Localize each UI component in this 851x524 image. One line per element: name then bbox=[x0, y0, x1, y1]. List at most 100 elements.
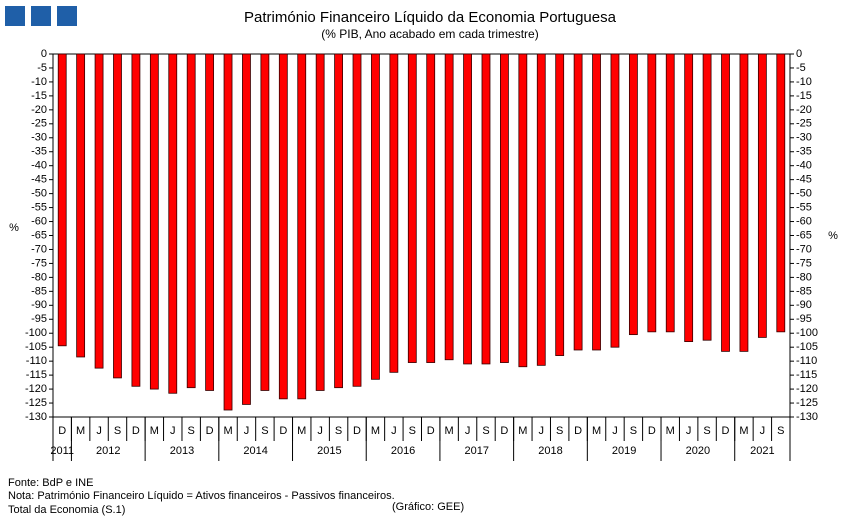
y-tick-label: -10 bbox=[31, 76, 47, 88]
x-tick-label: S bbox=[703, 425, 710, 437]
bar bbox=[113, 53, 122, 379]
source: Fonte: BdP e INE bbox=[8, 477, 93, 489]
x-tick-label: D bbox=[500, 425, 508, 437]
y-tick-label: -130 bbox=[25, 411, 47, 423]
x-tick-label: J bbox=[612, 425, 618, 437]
y-tick-label: -20 bbox=[31, 104, 47, 116]
x-tick-label: J bbox=[539, 425, 545, 437]
y2-tick-label: -45 bbox=[796, 174, 812, 186]
note: Nota: Património Financeiro Líquido = At… bbox=[8, 490, 395, 502]
y2-tick-label: -65 bbox=[796, 229, 812, 241]
x-tick-label: D bbox=[722, 425, 730, 437]
y-tick-label: -35 bbox=[31, 146, 47, 158]
y2-tick-label: -125 bbox=[796, 397, 818, 409]
y2-tick-label: -115 bbox=[796, 369, 817, 381]
logo-square bbox=[57, 6, 77, 26]
y2-axis-label: % bbox=[828, 230, 838, 242]
bar bbox=[555, 53, 565, 356]
y-tick-label: -45 bbox=[31, 174, 47, 186]
x-tick-label: S bbox=[261, 425, 268, 437]
y-tick-label: -50 bbox=[31, 188, 47, 200]
bar bbox=[463, 53, 472, 365]
y2-tick-label: -55 bbox=[796, 201, 812, 213]
bar bbox=[205, 53, 215, 391]
y-axis-label: % bbox=[9, 222, 19, 234]
x-tick-label: D bbox=[427, 425, 435, 437]
y2-tick-label: -110 bbox=[796, 355, 817, 367]
y-tick-label: -100 bbox=[25, 327, 47, 339]
bar bbox=[647, 53, 657, 333]
y-tick-label: 0 bbox=[41, 48, 47, 60]
bar bbox=[76, 53, 86, 358]
year-label: 2018 bbox=[538, 445, 562, 457]
x-tick-label: M bbox=[150, 425, 159, 437]
y2-tick-label: -20 bbox=[796, 104, 812, 116]
chart-subtitle: (% PIB, Ano acabado em cada trimestre) bbox=[321, 27, 538, 41]
bar bbox=[757, 53, 767, 338]
bar bbox=[334, 53, 343, 389]
x-tick-label: S bbox=[188, 425, 195, 437]
bar bbox=[518, 53, 528, 368]
x-tick-label: J bbox=[686, 425, 692, 437]
y2-tick-label: -50 bbox=[796, 188, 812, 200]
bar bbox=[592, 53, 601, 351]
bar bbox=[610, 53, 620, 348]
year-label: 2020 bbox=[686, 445, 710, 457]
bar bbox=[260, 53, 270, 391]
y2-tick-label: -105 bbox=[796, 341, 818, 353]
bar bbox=[278, 53, 288, 400]
x-tick-label: S bbox=[409, 425, 416, 437]
bar bbox=[481, 53, 491, 365]
x-tick-label: M bbox=[223, 425, 232, 437]
bar bbox=[721, 53, 730, 352]
x-tick-label: M bbox=[739, 425, 748, 437]
y2-tick-label: -70 bbox=[796, 243, 812, 255]
year-label: 2019 bbox=[612, 445, 636, 457]
x-tick-label: S bbox=[777, 425, 784, 437]
x-tick-label: M bbox=[297, 425, 306, 437]
bar bbox=[776, 53, 786, 333]
x-tick-label: S bbox=[556, 425, 563, 437]
y2-tick-label: -120 bbox=[796, 383, 818, 395]
y-tick-label: -80 bbox=[31, 271, 47, 283]
note: Total da Economia (S.1) bbox=[8, 504, 125, 516]
y-tick-label: -125 bbox=[25, 397, 47, 409]
bar bbox=[186, 53, 196, 389]
bar bbox=[665, 53, 675, 333]
x-tick-label: S bbox=[630, 425, 637, 437]
bar bbox=[131, 53, 141, 387]
bar bbox=[536, 53, 546, 366]
year-label: 2016 bbox=[391, 445, 415, 457]
bar bbox=[684, 53, 694, 343]
year-label: 2012 bbox=[96, 445, 120, 457]
y2-tick-label: -40 bbox=[796, 160, 812, 172]
y2-tick-label: -95 bbox=[796, 313, 812, 325]
year-label: 2011 bbox=[50, 445, 74, 457]
bar bbox=[500, 53, 509, 363]
x-tick-label: S bbox=[482, 425, 489, 437]
y-tick-label: -55 bbox=[31, 201, 47, 213]
y2-tick-label: -10 bbox=[796, 76, 812, 88]
bar bbox=[371, 53, 380, 380]
x-tick-label: D bbox=[206, 425, 214, 437]
bar bbox=[444, 53, 454, 361]
x-tick-label: J bbox=[96, 425, 102, 437]
x-tick-label: J bbox=[465, 425, 471, 437]
year-label: 2014 bbox=[243, 445, 267, 457]
bar bbox=[407, 53, 417, 363]
y-tick-label: -90 bbox=[31, 299, 47, 311]
bar bbox=[315, 53, 325, 391]
y-tick-label: -115 bbox=[26, 369, 47, 381]
y-tick-label: -110 bbox=[26, 355, 47, 367]
bar bbox=[223, 53, 233, 411]
bar bbox=[94, 53, 104, 369]
bar bbox=[168, 53, 178, 394]
chart-title: Património Financeiro Líquido da Economi… bbox=[244, 9, 617, 26]
bar bbox=[702, 53, 712, 341]
y2-tick-label: -15 bbox=[796, 90, 812, 102]
year-label: 2013 bbox=[170, 445, 194, 457]
bar bbox=[57, 53, 67, 347]
year-label: 2021 bbox=[750, 445, 774, 457]
x-tick-label: M bbox=[592, 425, 601, 437]
